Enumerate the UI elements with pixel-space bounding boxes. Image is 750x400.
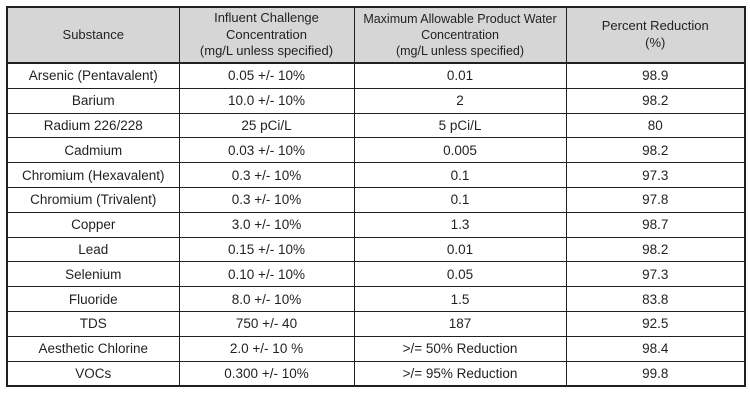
- table-row: TDS 750 +/- 40 187 92.5: [6, 310, 746, 337]
- cell-max-allowable-concentration: 0.005: [353, 137, 567, 164]
- cell-influent-concentration: 0.03 +/- 10%: [178, 137, 355, 164]
- cell-influent-concentration: 0.3 +/- 10%: [178, 162, 355, 188]
- cell-influent-concentration: 25 pCi/L: [178, 112, 355, 139]
- cell-percent-reduction: 98.4: [565, 335, 746, 362]
- cell-max-allowable-concentration: 5 pCi/L: [353, 112, 567, 139]
- cell-percent-reduction: 80: [565, 112, 746, 139]
- table-row: VOCs 0.300 +/- 10% >/= 95% Reduction 99.…: [6, 360, 746, 387]
- cell-influent-concentration: 750 +/- 40: [178, 310, 355, 337]
- cell-substance: Chromium (Hexavalent): [6, 162, 180, 188]
- cell-influent-concentration: 0.10 +/- 10%: [178, 261, 355, 288]
- cell-max-allowable-concentration: 0.1: [353, 162, 567, 188]
- cell-max-allowable-concentration: >/= 95% Reduction: [353, 360, 567, 387]
- cell-max-allowable-concentration: >/= 50% Reduction: [353, 335, 567, 362]
- column-header-percent-reduction: Percent Reduction (%): [565, 6, 746, 64]
- table-row: Fluoride 8.0 +/- 10% 1.5 83.8: [6, 286, 746, 312]
- table-body: Arsenic (Pentavalent) 0.05 +/- 10% 0.01 …: [6, 62, 746, 387]
- cell-influent-concentration: 2.0 +/- 10 %: [178, 335, 355, 362]
- cell-max-allowable-concentration: 0.01: [353, 62, 567, 89]
- cell-substance: Arsenic (Pentavalent): [6, 62, 180, 89]
- cell-max-allowable-concentration: 1.5: [353, 286, 567, 312]
- header-row: Substance Influent Challenge Concentrati…: [6, 6, 746, 64]
- cell-influent-concentration: 0.05 +/- 10%: [178, 62, 355, 89]
- cell-percent-reduction: 83.8: [565, 286, 746, 312]
- table-row: Copper 3.0 +/- 10% 1.3 98.7: [6, 211, 746, 238]
- table-header: Substance Influent Challenge Concentrati…: [6, 6, 746, 64]
- cell-max-allowable-concentration: 0.1: [353, 186, 567, 213]
- table-container: Substance Influent Challenge Concentrati…: [6, 6, 746, 388]
- table-row: Arsenic (Pentavalent) 0.05 +/- 10% 0.01 …: [6, 62, 746, 89]
- cell-substance: TDS: [6, 310, 180, 337]
- cell-percent-reduction: 98.2: [565, 87, 746, 114]
- cell-influent-concentration: 0.300 +/- 10%: [178, 360, 355, 387]
- cell-max-allowable-concentration: 187: [353, 310, 567, 337]
- column-header-max-allowable-concentration: Maximum Allowable Product Water Concentr…: [353, 6, 567, 64]
- contaminant-reduction-table: Substance Influent Challenge Concentrati…: [6, 6, 746, 388]
- cell-percent-reduction: 98.2: [565, 137, 746, 164]
- cell-max-allowable-concentration: 2: [353, 87, 567, 114]
- cell-percent-reduction: 99.8: [565, 360, 746, 387]
- cell-influent-concentration: 0.15 +/- 10%: [178, 236, 355, 263]
- cell-influent-concentration: 3.0 +/- 10%: [178, 211, 355, 238]
- table-row: Radium 226/228 25 pCi/L 5 pCi/L 80: [6, 112, 746, 139]
- cell-percent-reduction: 97.3: [565, 162, 746, 188]
- cell-percent-reduction: 92.5: [565, 310, 746, 337]
- cell-percent-reduction: 98.7: [565, 211, 746, 238]
- cell-substance: Aesthetic Chlorine: [6, 335, 180, 362]
- table-row: Selenium 0.10 +/- 10% 0.05 97.3: [6, 261, 746, 288]
- cell-influent-concentration: 10.0 +/- 10%: [178, 87, 355, 114]
- cell-substance: Barium: [6, 87, 180, 114]
- table-row: Lead 0.15 +/- 10% 0.01 98.2: [6, 236, 746, 263]
- cell-substance: Cadmium: [6, 137, 180, 164]
- cell-substance: Selenium: [6, 261, 180, 288]
- cell-percent-reduction: 98.9: [565, 62, 746, 89]
- cell-max-allowable-concentration: 0.01: [353, 236, 567, 263]
- table-row: Barium 10.0 +/- 10% 2 98.2: [6, 87, 746, 114]
- column-header-influent-concentration: Influent Challenge Concentration (mg/L u…: [178, 6, 355, 64]
- cell-influent-concentration: 0.3 +/- 10%: [178, 186, 355, 213]
- cell-substance: Lead: [6, 236, 180, 263]
- cell-percent-reduction: 97.3: [565, 261, 746, 288]
- table-row: Cadmium 0.03 +/- 10% 0.005 98.2: [6, 137, 746, 164]
- cell-substance: VOCs: [6, 360, 180, 387]
- cell-substance: Copper: [6, 211, 180, 238]
- table-row: Chromium (Trivalent) 0.3 +/- 10% 0.1 97.…: [6, 186, 746, 213]
- column-header-substance: Substance: [6, 6, 180, 64]
- cell-substance: Fluoride: [6, 286, 180, 312]
- cell-substance: Chromium (Trivalent): [6, 186, 180, 213]
- table-row: Aesthetic Chlorine 2.0 +/- 10 % >/= 50% …: [6, 335, 746, 362]
- cell-influent-concentration: 8.0 +/- 10%: [178, 286, 355, 312]
- table-row: Chromium (Hexavalent) 0.3 +/- 10% 0.1 97…: [6, 162, 746, 188]
- cell-substance: Radium 226/228: [6, 112, 180, 139]
- cell-max-allowable-concentration: 0.05: [353, 261, 567, 288]
- cell-percent-reduction: 98.2: [565, 236, 746, 263]
- cell-max-allowable-concentration: 1.3: [353, 211, 567, 238]
- cell-percent-reduction: 97.8: [565, 186, 746, 213]
